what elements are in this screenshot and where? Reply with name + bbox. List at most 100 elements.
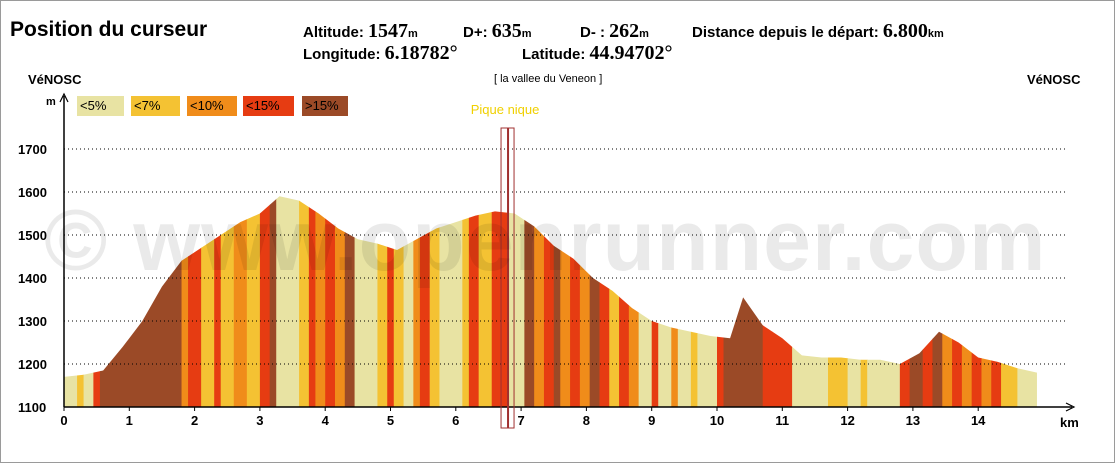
legend-item: <5% bbox=[77, 96, 124, 116]
x-tick-label: 7 bbox=[517, 413, 524, 428]
slope-segment bbox=[491, 196, 509, 407]
latitude-value: 44.94702° bbox=[589, 42, 673, 64]
slope-segment bbox=[393, 196, 405, 407]
altitude-readout: Altitude: 1547m bbox=[303, 20, 418, 43]
legend-item: <7% bbox=[131, 96, 180, 116]
longitude-value: 6.18782° bbox=[384, 42, 458, 64]
altitude-label: Altitude: bbox=[303, 24, 368, 41]
slope-segment bbox=[246, 196, 261, 407]
slope-segment bbox=[403, 196, 414, 407]
x-tick-label: 9 bbox=[648, 413, 655, 428]
y-tick-label: 1200 bbox=[18, 357, 47, 372]
dplus-unit: m bbox=[521, 28, 532, 40]
slope-segment bbox=[579, 196, 591, 407]
dplus-readout: D+: 635m bbox=[463, 20, 532, 43]
slope-segment bbox=[220, 196, 235, 407]
valley-name: [ la vallee du Veneon ] bbox=[494, 73, 603, 85]
y-tick-label: 1500 bbox=[18, 228, 47, 243]
slope-segment bbox=[387, 196, 395, 407]
slope-segment bbox=[419, 196, 431, 407]
x-axis-unit: km bbox=[1060, 415, 1079, 430]
slope-segment bbox=[478, 196, 493, 407]
dplus-value: 635 bbox=[491, 20, 522, 42]
dminus-value: 262 bbox=[609, 20, 640, 42]
slope-segment bbox=[508, 196, 525, 407]
altitude-value: 1547 bbox=[368, 20, 408, 42]
x-tick-label: 13 bbox=[906, 413, 920, 428]
distance-readout: Distance depuis le départ: 6.800km bbox=[692, 20, 944, 43]
x-tick-label: 8 bbox=[583, 413, 590, 428]
altitude-unit: m bbox=[408, 28, 418, 40]
slope-segment bbox=[609, 196, 620, 407]
slope-segment bbox=[462, 196, 470, 407]
x-tick-label: 1 bbox=[126, 413, 133, 428]
longitude-label: Longitude: bbox=[303, 46, 385, 63]
slope-segment bbox=[308, 196, 316, 407]
slope-segment bbox=[269, 196, 277, 407]
distance-value: 6.800 bbox=[882, 20, 928, 42]
x-axis-arrow-icon bbox=[1065, 402, 1076, 412]
y-axis-arrow-icon bbox=[59, 92, 69, 103]
dplus-label: D+: bbox=[463, 24, 492, 41]
slope-segment bbox=[201, 196, 215, 407]
y-axis-unit: m bbox=[46, 96, 56, 108]
legend-item: <10% bbox=[187, 96, 237, 116]
x-tick-label: 14 bbox=[971, 413, 986, 428]
slope-segment bbox=[553, 196, 561, 407]
slope-segment bbox=[589, 196, 600, 407]
slope-segment bbox=[325, 196, 336, 407]
x-tick-label: 0 bbox=[60, 413, 67, 428]
slope-segment bbox=[468, 196, 480, 407]
y-tick-label: 1400 bbox=[18, 271, 47, 286]
slope-segment bbox=[233, 196, 248, 407]
x-tick-label: 12 bbox=[840, 413, 854, 428]
slope-segment bbox=[315, 196, 326, 407]
slope-segment bbox=[334, 196, 346, 407]
slope-segment bbox=[543, 196, 555, 407]
dminus-unit: m bbox=[639, 28, 649, 40]
slope-segment bbox=[570, 196, 581, 407]
x-tick-label: 4 bbox=[322, 413, 330, 428]
distance-unit: km bbox=[927, 28, 944, 40]
longitude-readout: Longitude: 6.18782° bbox=[303, 42, 458, 65]
slope-segment bbox=[259, 196, 271, 407]
y-tick-label: 1300 bbox=[18, 314, 47, 329]
x-tick-label: 11 bbox=[775, 413, 789, 428]
page-title: Position du curseur bbox=[10, 18, 208, 41]
slope-segment bbox=[344, 196, 356, 407]
slope-segment bbox=[214, 196, 222, 407]
legend-item: <15% bbox=[243, 96, 294, 116]
slope-segment bbox=[619, 196, 630, 407]
latitude-readout: Latitude: 44.94702° bbox=[522, 42, 673, 65]
end-place: VéNOSC bbox=[1027, 72, 1081, 87]
y-tick-label: 1700 bbox=[18, 142, 47, 157]
slope-segment bbox=[429, 196, 440, 407]
y-tick-label: 1100 bbox=[18, 400, 46, 415]
slope-segment bbox=[560, 196, 571, 407]
dminus-readout: D- : 262m bbox=[580, 20, 649, 43]
legend-item: >15% bbox=[302, 96, 348, 116]
slope-segment bbox=[534, 196, 545, 407]
slope-segment bbox=[299, 196, 310, 407]
cursor-label: Pique nique bbox=[471, 102, 540, 117]
x-tick-label: 2 bbox=[191, 413, 198, 428]
slope-segment bbox=[439, 196, 463, 407]
watermark: © www.openrunner.com bbox=[44, 193, 1047, 289]
distance-label: Distance depuis le départ: bbox=[692, 24, 883, 41]
dminus-label: D- : bbox=[580, 24, 610, 41]
slope-segment bbox=[524, 196, 535, 407]
x-tick-label: 10 bbox=[710, 413, 724, 428]
slope-segment bbox=[181, 196, 189, 407]
start-place: VéNOSC bbox=[28, 72, 82, 87]
y-tick-label: 1600 bbox=[18, 185, 47, 200]
slope-segment bbox=[354, 196, 378, 407]
latitude-label: Latitude: bbox=[522, 46, 590, 63]
x-tick-label: 3 bbox=[256, 413, 263, 428]
slope-segment bbox=[377, 196, 388, 407]
slope-segment bbox=[276, 196, 300, 407]
x-tick-label: 6 bbox=[452, 413, 459, 428]
slope-segment bbox=[413, 196, 421, 407]
x-tick-label: 5 bbox=[387, 413, 394, 428]
slope-segment bbox=[599, 196, 610, 407]
